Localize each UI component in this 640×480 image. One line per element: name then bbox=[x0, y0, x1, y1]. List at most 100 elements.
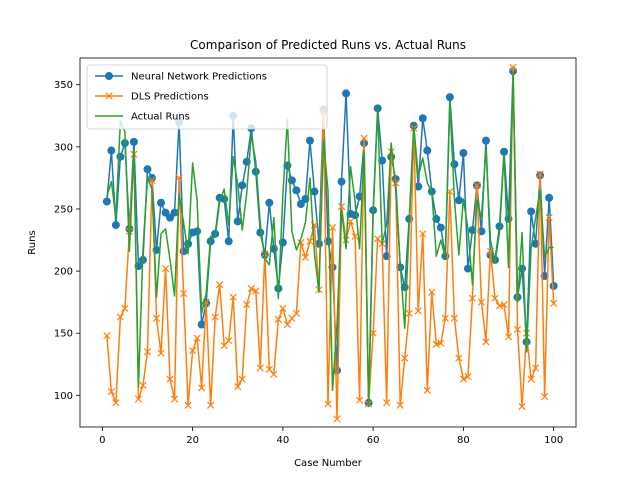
data-point bbox=[179, 247, 188, 256]
data-point bbox=[103, 332, 111, 340]
data-point bbox=[468, 294, 477, 303]
data-point bbox=[527, 375, 535, 383]
data-point bbox=[256, 228, 265, 237]
y-tick-label: 300 bbox=[54, 142, 73, 153]
data-point bbox=[445, 93, 454, 102]
data-point bbox=[414, 307, 422, 315]
data-point bbox=[234, 382, 242, 391]
y-tick-label: 350 bbox=[54, 80, 73, 91]
data-point bbox=[216, 281, 224, 289]
data-point bbox=[414, 182, 423, 191]
data-point bbox=[116, 152, 125, 161]
data-point bbox=[274, 315, 282, 324]
data-point bbox=[310, 187, 319, 196]
data-point bbox=[107, 146, 116, 155]
axes: 0 20 40 60 80 100 100 150 200 250 300 350 bbox=[54, 57, 577, 446]
data-point bbox=[256, 364, 264, 372]
x-tick-label: 80 bbox=[457, 435, 470, 446]
data-point bbox=[500, 300, 508, 309]
data-point bbox=[102, 197, 111, 206]
data-point bbox=[184, 401, 192, 409]
data-point bbox=[112, 399, 120, 407]
data-point bbox=[342, 89, 351, 98]
data-point bbox=[301, 253, 310, 262]
y-axis-label: Runs bbox=[27, 230, 38, 254]
data-point bbox=[243, 300, 251, 309]
data-point bbox=[265, 198, 274, 207]
data-point bbox=[198, 384, 206, 392]
x-axis-label: Case Number bbox=[294, 458, 363, 469]
data-point bbox=[419, 230, 427, 238]
data-point bbox=[324, 400, 332, 408]
data-point bbox=[432, 340, 440, 349]
legend-label: DLS Predictions bbox=[131, 92, 209, 103]
chart-title: Comparison of Predicted Runs vs. Actual … bbox=[190, 38, 466, 52]
data-point bbox=[545, 193, 554, 202]
data-point bbox=[193, 227, 202, 236]
data-point bbox=[224, 237, 233, 246]
data-point bbox=[455, 354, 463, 362]
legend-label: Actual Runs bbox=[131, 112, 190, 123]
data-point bbox=[545, 214, 553, 222]
data-point bbox=[116, 313, 125, 321]
data-point bbox=[129, 137, 138, 146]
data-point bbox=[437, 339, 445, 347]
x-tick-label: 60 bbox=[367, 435, 380, 446]
data-point bbox=[473, 181, 481, 189]
data-point bbox=[346, 217, 355, 226]
data-point bbox=[143, 348, 152, 356]
plot-area bbox=[102, 63, 558, 423]
data-point bbox=[454, 196, 463, 205]
data-point bbox=[423, 386, 431, 394]
data-point bbox=[536, 170, 544, 178]
data-point bbox=[170, 395, 179, 403]
data-point bbox=[211, 313, 219, 321]
data-point bbox=[504, 333, 513, 341]
data-point bbox=[423, 146, 432, 155]
data-point bbox=[166, 375, 174, 383]
data-point bbox=[333, 415, 341, 423]
x-tick-label: 0 bbox=[99, 435, 105, 446]
data-point bbox=[279, 304, 287, 312]
data-point bbox=[305, 136, 314, 145]
legend-label: Neural Network Predictions bbox=[131, 72, 267, 83]
data-point bbox=[147, 173, 156, 182]
data-point bbox=[179, 289, 188, 298]
data-point bbox=[491, 294, 499, 303]
data-point bbox=[360, 134, 368, 142]
x-tick-label: 20 bbox=[186, 435, 199, 446]
data-point bbox=[450, 314, 458, 322]
data-point bbox=[463, 264, 472, 273]
data-point bbox=[504, 214, 513, 223]
legend-marker bbox=[105, 92, 113, 100]
data-point bbox=[306, 237, 314, 245]
data-point bbox=[207, 401, 215, 409]
legend-box bbox=[86, 64, 328, 130]
x-tick-label: 100 bbox=[544, 435, 563, 446]
data-point bbox=[355, 396, 364, 404]
data-point bbox=[238, 375, 246, 383]
data-point bbox=[450, 160, 459, 169]
data-point bbox=[459, 375, 468, 383]
data-point bbox=[351, 232, 359, 240]
legend: Neural Network Predictions DLS Prediction… bbox=[86, 64, 328, 130]
data-point bbox=[333, 366, 342, 375]
data-point bbox=[247, 284, 255, 293]
y-tick-label: 250 bbox=[54, 204, 73, 215]
series-line-actual-runs bbox=[106, 71, 554, 408]
data-point bbox=[527, 207, 536, 216]
data-point bbox=[436, 223, 445, 232]
data-point bbox=[193, 334, 201, 342]
series-layer bbox=[102, 63, 558, 423]
data-point bbox=[550, 299, 558, 308]
data-point bbox=[531, 239, 540, 248]
legend-marker bbox=[105, 72, 113, 80]
data-point bbox=[464, 373, 472, 381]
data-point bbox=[139, 381, 147, 390]
y-tick-label: 150 bbox=[54, 329, 73, 340]
data-point bbox=[418, 114, 427, 123]
data-point bbox=[270, 370, 278, 378]
legend-item-neural-network-predictions: Neural Network Predictions bbox=[95, 72, 267, 83]
data-point bbox=[229, 293, 237, 301]
